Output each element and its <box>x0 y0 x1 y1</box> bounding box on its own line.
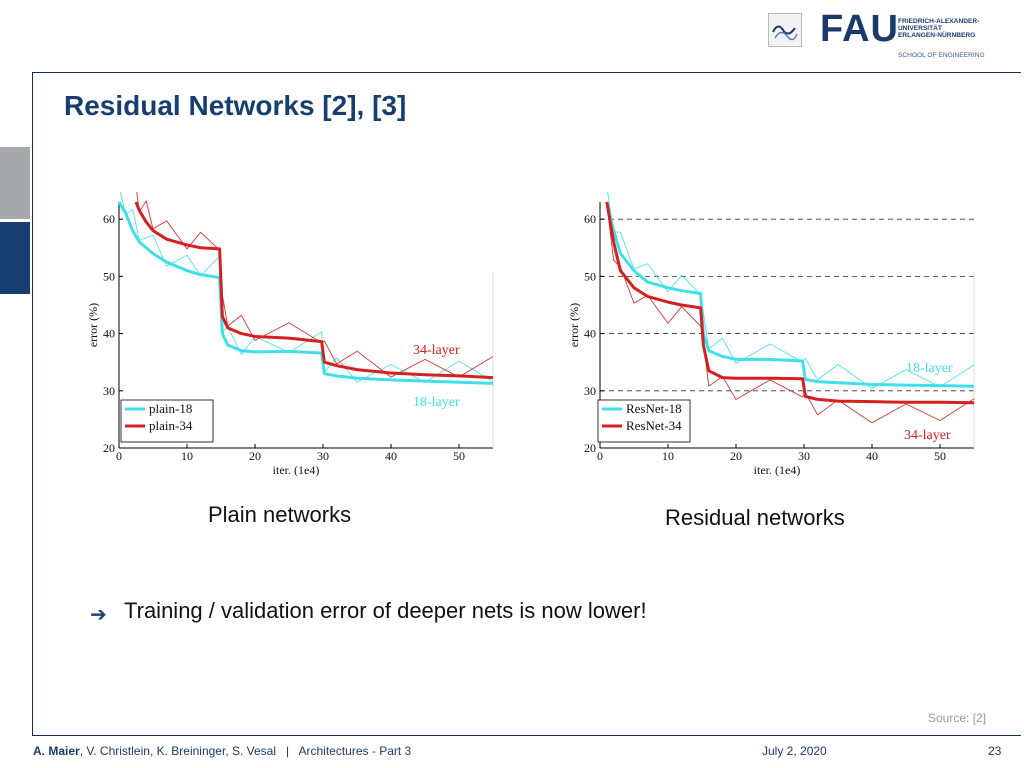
university-line-1: FRIEDRICH-ALEXANDER- <box>898 18 980 25</box>
series-line-ResNet-18 <box>605 201 975 388</box>
series-line-thin-plain-34 <box>136 192 494 378</box>
series-line-thin-ResNet-18 <box>607 192 975 390</box>
y-tick-label: 30 <box>103 384 115 398</box>
legend-label-plain-18: plain-18 <box>149 401 192 416</box>
annotation-34-layer: 34-layer <box>413 343 460 358</box>
footer-author-rest: , V. Christlein, K. Breininger, S. Vesal <box>79 744 277 758</box>
bullet-text: Training / validation error of deeper ne… <box>124 598 647 623</box>
x-tick-label: 10 <box>181 449 193 463</box>
y-tick-label: 40 <box>584 327 596 341</box>
fau-logo: FAU <box>820 8 899 50</box>
x-tick-label: 40 <box>866 449 878 463</box>
chart-legend: ResNet-18 ResNet-34 <box>597 399 691 443</box>
annotation-18-layer: 18-layer <box>413 395 460 410</box>
series-line-plain-18 <box>117 201 494 385</box>
x-axis-label: iter. (1e4) <box>273 463 320 477</box>
y-tick-label: 20 <box>103 441 115 455</box>
x-tick-label: 50 <box>934 449 946 463</box>
university-line-3: ERLANGEN-NÜRNBERG <box>898 32 976 39</box>
x-tick-label: 10 <box>662 449 674 463</box>
legend-label-plain-34: plain-34 <box>149 418 193 433</box>
x-tick-label: 30 <box>798 449 810 463</box>
arrow-right-icon: ➔ <box>90 604 107 626</box>
seal-logo <box>768 13 802 47</box>
series-line-ResNet-34 <box>605 201 975 405</box>
legend-label-ResNet-34: ResNet-34 <box>626 418 682 433</box>
footer-author-bold: A. Maier <box>33 744 80 758</box>
x-axis-label: iter. (1e4) <box>754 463 801 477</box>
y-axis-label: error (%) <box>567 303 581 347</box>
university-line-2: UNIVERSITÄT <box>898 25 942 32</box>
footer-course: Architectures - Part 3 <box>298 744 412 758</box>
footer-date: July 2, 2020 <box>762 744 827 758</box>
source-note: Source: [2] <box>928 711 987 725</box>
x-tick-label: 40 <box>385 449 397 463</box>
x-tick-label: 30 <box>317 449 329 463</box>
chart-legend: plain-18 plain-34 <box>120 399 214 443</box>
side-tab-grey <box>0 147 30 219</box>
plain-networks-chart: 20 30 40 50 60 0 10 20 30 40 50 iter. (1e4) error (%… <box>86 192 494 477</box>
side-tab-blue <box>0 222 30 294</box>
school-name: SCHOOL OF ENGINEERING <box>898 52 985 59</box>
residual-networks-chart: 20 30 40 50 60 0 10 20 30 40 50 iter. (1e4) error (%… <box>567 192 975 477</box>
y-tick-label: 30 <box>584 384 596 398</box>
x-tick-label: 20 <box>730 449 742 463</box>
y-tick-label: 40 <box>103 327 115 341</box>
x-tick-label: 0 <box>116 449 122 463</box>
footer-separator: | <box>286 744 290 758</box>
page-number: 23 <box>988 744 1002 758</box>
x-tick-label: 0 <box>597 449 603 463</box>
x-tick-label: 50 <box>453 449 465 463</box>
series-line-thin-plain-18 <box>119 192 494 383</box>
y-tick-label: 20 <box>584 441 596 455</box>
y-tick-label: 60 <box>103 212 115 226</box>
caption-plain: Plain networks <box>208 502 352 527</box>
footer-authors: A. Maier, V. Christlein, K. Breininger, … <box>33 744 411 758</box>
slide-frame <box>32 72 1021 736</box>
series-line-thin-ResNet-34 <box>606 203 975 424</box>
caption-residual: Residual networks <box>665 505 845 530</box>
y-tick-label: 50 <box>584 269 596 283</box>
y-tick-label: 60 <box>584 212 596 226</box>
x-tick-label: 20 <box>249 449 261 463</box>
slide-title: Residual Networks [2], [3] <box>64 90 407 121</box>
annotation-34-layer: 34-layer <box>904 428 951 443</box>
y-tick-label: 50 <box>103 269 115 283</box>
y-axis-label: error (%) <box>86 303 100 347</box>
series-line-plain-34 <box>134 201 494 380</box>
annotation-18-layer: 18-layer <box>906 361 953 376</box>
legend-label-ResNet-18: ResNet-18 <box>626 401 682 416</box>
seal-logo-icon <box>772 25 798 41</box>
legend-box <box>597 399 691 443</box>
legend-box <box>120 399 214 443</box>
